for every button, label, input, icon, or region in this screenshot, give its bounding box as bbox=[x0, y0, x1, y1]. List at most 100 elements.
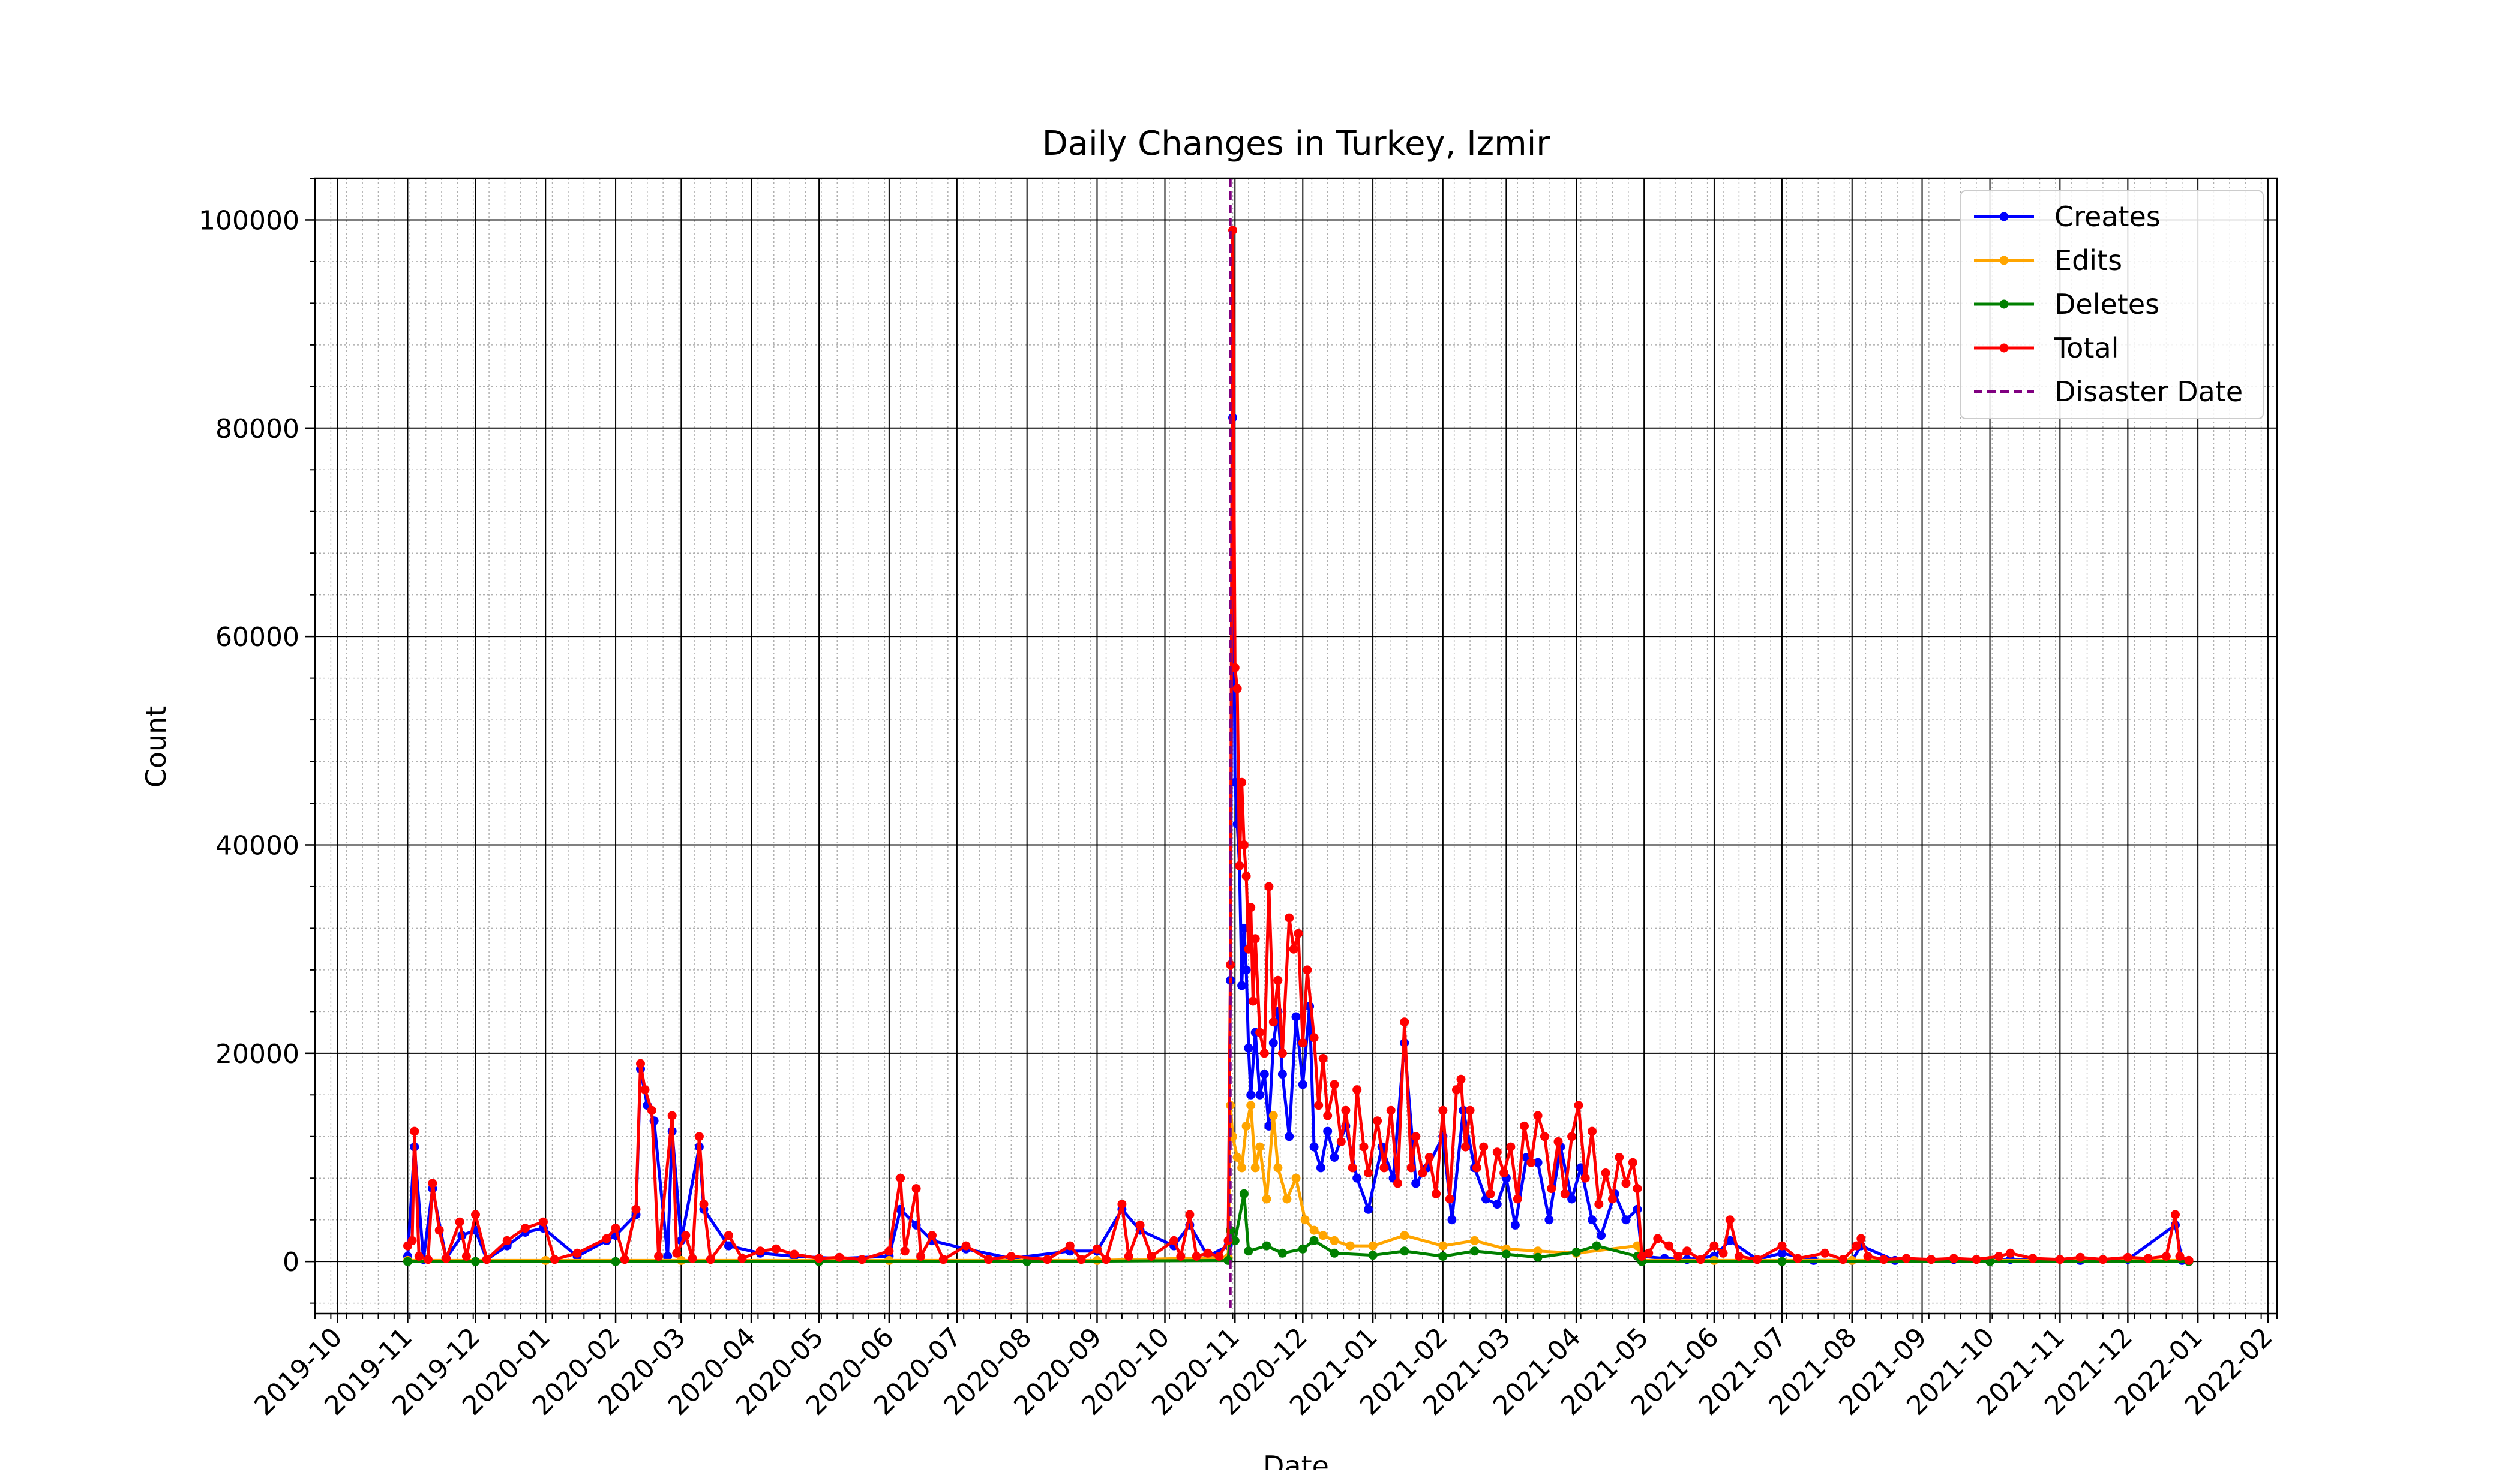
total-data-point bbox=[1192, 1252, 1201, 1261]
total-data-point bbox=[1438, 1105, 1448, 1115]
total-data-point bbox=[1594, 1200, 1604, 1209]
total-data-point bbox=[1264, 882, 1274, 891]
total-data-point bbox=[857, 1255, 867, 1264]
total-data-point bbox=[1203, 1248, 1213, 1258]
total-data-point bbox=[1273, 975, 1283, 985]
total-data-point bbox=[1682, 1246, 1692, 1256]
total-data-point bbox=[1432, 1189, 1441, 1198]
creates-data-point bbox=[1597, 1231, 1606, 1240]
edits-data-point bbox=[1291, 1173, 1301, 1183]
total-data-point bbox=[410, 1126, 419, 1136]
edits-data-point bbox=[1268, 1111, 1278, 1120]
total-data-point bbox=[1838, 1255, 1848, 1264]
edits-data-point bbox=[1237, 1163, 1247, 1173]
total-data-point bbox=[1411, 1132, 1421, 1141]
edits-data-point bbox=[1368, 1241, 1378, 1251]
total-data-point bbox=[1314, 1101, 1324, 1110]
total-data-point bbox=[699, 1200, 709, 1209]
total-data-point bbox=[1418, 1168, 1427, 1177]
total-data-point bbox=[928, 1231, 937, 1240]
total-data-point bbox=[1456, 1074, 1466, 1084]
deletes-data-point bbox=[1277, 1248, 1287, 1258]
creates-data-point bbox=[1316, 1163, 1325, 1173]
total-data-point bbox=[1637, 1252, 1646, 1261]
deletes-data-point bbox=[1244, 1246, 1253, 1256]
total-data-point bbox=[772, 1244, 781, 1254]
total-data-point bbox=[1520, 1121, 1529, 1131]
total-data-point bbox=[1560, 1189, 1570, 1198]
total-data-point bbox=[755, 1246, 765, 1256]
total-data-point bbox=[1607, 1194, 1617, 1204]
edits-data-point bbox=[1470, 1236, 1480, 1245]
legend-box bbox=[1960, 190, 2264, 419]
total-data-point bbox=[1232, 684, 1242, 693]
total-data-point bbox=[1341, 1105, 1351, 1115]
edits-data-point bbox=[1345, 1241, 1355, 1251]
total-data-point bbox=[1298, 1038, 1307, 1047]
legend-label-deletes: Deletes bbox=[2054, 288, 2159, 320]
total-data-point bbox=[1352, 1085, 1362, 1095]
creates-data-point bbox=[1309, 1142, 1319, 1152]
total-data-point bbox=[520, 1224, 530, 1233]
total-data-point bbox=[1379, 1163, 1389, 1173]
legend-label-disaster-date: Disaster Date bbox=[2054, 375, 2243, 408]
total-data-point bbox=[688, 1254, 697, 1263]
creates-data-point bbox=[1544, 1215, 1554, 1225]
total-data-point bbox=[539, 1217, 548, 1227]
total-data-point bbox=[1621, 1179, 1631, 1188]
total-data-point bbox=[1117, 1200, 1127, 1209]
total-data-point bbox=[550, 1255, 559, 1264]
total-data-point bbox=[1452, 1085, 1461, 1095]
total-data-point bbox=[1574, 1101, 1583, 1110]
total-data-point bbox=[1533, 1111, 1543, 1120]
creates-data-point bbox=[1492, 1200, 1502, 1209]
edits-data-point bbox=[1273, 1163, 1283, 1173]
deletes-data-point bbox=[471, 1257, 480, 1266]
edits-data-point bbox=[1250, 1163, 1260, 1173]
y-axis-label: Count bbox=[140, 706, 172, 788]
total-data-point bbox=[2184, 1255, 2194, 1265]
creates-data-point bbox=[1588, 1215, 1597, 1225]
total-data-point bbox=[1777, 1241, 1787, 1251]
y-tick-label: 20000 bbox=[215, 1039, 299, 1070]
total-data-point bbox=[1230, 663, 1240, 672]
total-data-point bbox=[2055, 1255, 2065, 1264]
total-data-point bbox=[1972, 1255, 1981, 1264]
total-data-point bbox=[407, 1236, 417, 1245]
total-data-point bbox=[916, 1252, 926, 1261]
creates-data-point bbox=[1533, 1158, 1543, 1167]
total-data-point bbox=[2028, 1254, 2038, 1263]
total-data-point bbox=[428, 1179, 437, 1188]
total-data-point bbox=[667, 1111, 677, 1120]
total-data-point bbox=[724, 1231, 733, 1240]
total-data-point bbox=[814, 1254, 824, 1263]
total-data-point bbox=[1725, 1215, 1735, 1225]
y-tick-label: 40000 bbox=[215, 830, 299, 861]
total-data-point bbox=[1499, 1168, 1509, 1177]
total-data-point bbox=[1237, 777, 1247, 787]
creates-data-point bbox=[1246, 1090, 1256, 1100]
deletes-data-point bbox=[1262, 1241, 1271, 1251]
total-data-point bbox=[1856, 1234, 1866, 1243]
total-data-point bbox=[1294, 929, 1303, 938]
total-data-point bbox=[1753, 1255, 1762, 1264]
deletes-data-point bbox=[1533, 1252, 1543, 1262]
total-data-point bbox=[681, 1231, 691, 1240]
total-data-point bbox=[1580, 1173, 1590, 1183]
total-data-point bbox=[1400, 1017, 1409, 1027]
deletes-series-line bbox=[407, 1192, 2189, 1263]
edits-data-point bbox=[1241, 1121, 1251, 1131]
total-data-point bbox=[1615, 1153, 1624, 1162]
edits-data-point bbox=[1300, 1215, 1310, 1225]
total-data-point bbox=[672, 1248, 682, 1258]
total-data-point bbox=[1364, 1168, 1373, 1177]
total-data-point bbox=[434, 1225, 444, 1235]
total-data-point bbox=[1235, 861, 1244, 870]
total-data-point bbox=[1268, 1017, 1278, 1027]
y-tick-label: 80000 bbox=[215, 414, 299, 444]
total-data-point bbox=[1006, 1252, 1016, 1261]
total-data-point bbox=[640, 1085, 650, 1095]
total-data-point bbox=[1994, 1252, 2004, 1261]
total-data-point bbox=[631, 1204, 641, 1214]
